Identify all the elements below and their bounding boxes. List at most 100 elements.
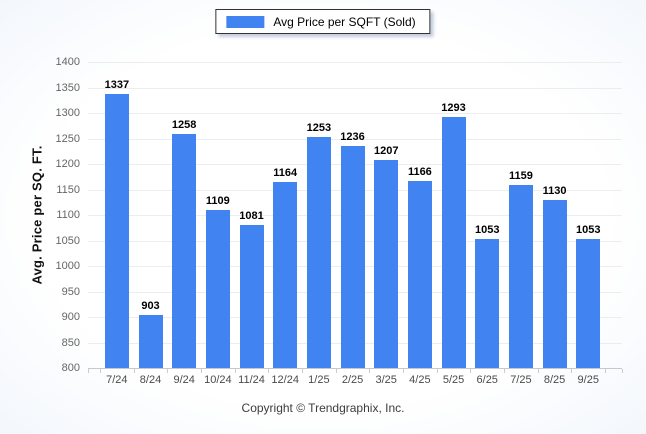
y-tick-label: 1350 [55, 81, 80, 94]
bar-slot: 1081 [235, 62, 269, 368]
x-tick-mark [100, 369, 101, 373]
bar-value-label: 1337 [104, 79, 130, 92]
bar-value-label: 1164 [273, 167, 298, 180]
x-axis-label: 7/25 [510, 374, 532, 386]
x-axis-label: 7/24 [106, 374, 128, 386]
bar[interactable] [508, 184, 533, 368]
x-tick-mark [403, 369, 404, 373]
legend: Avg Price per SQFT (Sold) [215, 9, 431, 34]
bar-value-label: 903 [141, 300, 160, 313]
bar[interactable] [239, 224, 264, 368]
legend-label: Avg Price per SQFT (Sold) [273, 14, 416, 29]
bar-value-label: 1236 [340, 130, 365, 143]
bar[interactable] [374, 160, 399, 368]
y-tick-label: 1100 [56, 209, 80, 221]
bar-slot: 1337 [100, 62, 134, 368]
bar-slot: 1053 [470, 62, 504, 368]
copyright-text: Copyright © Trendgraphix, Inc. [241, 401, 405, 415]
x-tick-mark [201, 369, 202, 373]
bar-slot: 1053 [571, 62, 605, 368]
bar-value-label: 1253 [306, 121, 332, 134]
x-axis-label: 11/24 [238, 374, 265, 386]
x-tick-mark [268, 369, 270, 373]
bar[interactable] [138, 315, 163, 368]
bar[interactable] [172, 134, 197, 368]
bar-slot: 1130 [538, 62, 572, 368]
bar[interactable] [576, 238, 601, 368]
legend-swatch-icon [226, 15, 265, 28]
x-axis-label: 10/24 [204, 374, 232, 386]
x-tick-mark [605, 369, 606, 373]
bar[interactable] [306, 136, 331, 368]
bar-slot: 1253 [302, 62, 336, 368]
x-axis-label: 8/25 [543, 374, 566, 386]
y-tick-label: 950 [61, 285, 80, 298]
bar-slot: 1207 [369, 62, 403, 368]
bar[interactable] [340, 145, 365, 368]
x-axis-labels: 7/24 8/24 9/24 10/24 11/24 12/24 1/25 2/25 3/25 4… [100, 374, 605, 386]
bars-layer: 1337 903 1258 1109 1081 1164 1253 1236 1207 1166 1… [100, 62, 605, 368]
bar-value-label: 1159 [508, 169, 533, 182]
bar[interactable] [475, 238, 500, 368]
bar-slot: 1293 [437, 62, 471, 368]
x-tick-mark [369, 369, 371, 373]
bar-value-label: 1109 [205, 195, 230, 208]
x-axis-label: 5/25 [442, 374, 465, 386]
x-axis-label: 3/25 [375, 374, 397, 386]
bar-value-label: 1258 [171, 119, 197, 132]
bar-slot: 1109 [201, 62, 235, 368]
bar-value-label: 1130 [542, 184, 567, 197]
x-axis-label: 9/25 [577, 374, 599, 386]
x-axis-label: 1/25 [308, 374, 330, 386]
x-axis-tick-marks [88, 369, 623, 374]
y-tick-label: 1200 [55, 158, 80, 170]
y-tick-label: 1000 [55, 260, 80, 272]
x-tick-mark [504, 369, 505, 373]
bar[interactable] [441, 116, 466, 368]
x-tick-mark [622, 369, 623, 373]
bar-value-label: 1053 [575, 223, 601, 236]
bar[interactable] [104, 94, 129, 368]
bar-value-label: 1207 [373, 145, 399, 158]
x-axis-label: 8/24 [139, 374, 162, 386]
bar-slot: 1166 [403, 62, 437, 368]
y-tick-label: 1250 [55, 132, 80, 145]
x-tick-mark [133, 369, 135, 373]
bar[interactable] [542, 199, 567, 368]
gridline [88, 87, 622, 89]
x-tick-mark [571, 369, 573, 373]
x-tick-mark [470, 369, 472, 373]
x-axis-label: 6/25 [476, 374, 498, 386]
x-tick-mark [88, 369, 89, 373]
y-tick-label: 800 [61, 362, 80, 374]
x-axis-label: 4/25 [409, 374, 431, 386]
x-axis-label: 12/24 [271, 374, 299, 386]
bar-value-label: 1081 [239, 209, 264, 222]
bar-slot: 1258 [167, 62, 201, 368]
x-tick-mark [302, 369, 303, 373]
gridline [88, 138, 622, 140]
y-tick-label: 850 [61, 336, 80, 349]
x-tick-mark [167, 369, 169, 373]
y-tick-label: 1050 [55, 234, 80, 247]
bar-slot: 903 [134, 62, 168, 368]
y-tick-label: 1400 [55, 56, 80, 68]
x-tick-mark [436, 369, 438, 373]
bar[interactable] [205, 210, 230, 368]
bar-value-label: 1293 [441, 101, 466, 114]
bar-slot: 1159 [504, 62, 538, 368]
y-tick-label: 1150 [56, 183, 80, 196]
gridline [88, 62, 622, 63]
bar-slot: 1236 [336, 62, 370, 368]
x-tick-mark [234, 369, 236, 373]
bar[interactable] [407, 181, 432, 368]
y-tick-label: 900 [61, 311, 80, 323]
bar[interactable] [273, 182, 298, 368]
x-axis-label: 9/24 [173, 374, 195, 386]
y-tick-label: 1300 [55, 107, 80, 119]
x-axis-label: 2/25 [341, 374, 364, 386]
bar-value-label: 1166 [407, 166, 432, 179]
bar-slot: 1164 [268, 62, 302, 368]
bar-value-label: 1053 [474, 223, 500, 236]
